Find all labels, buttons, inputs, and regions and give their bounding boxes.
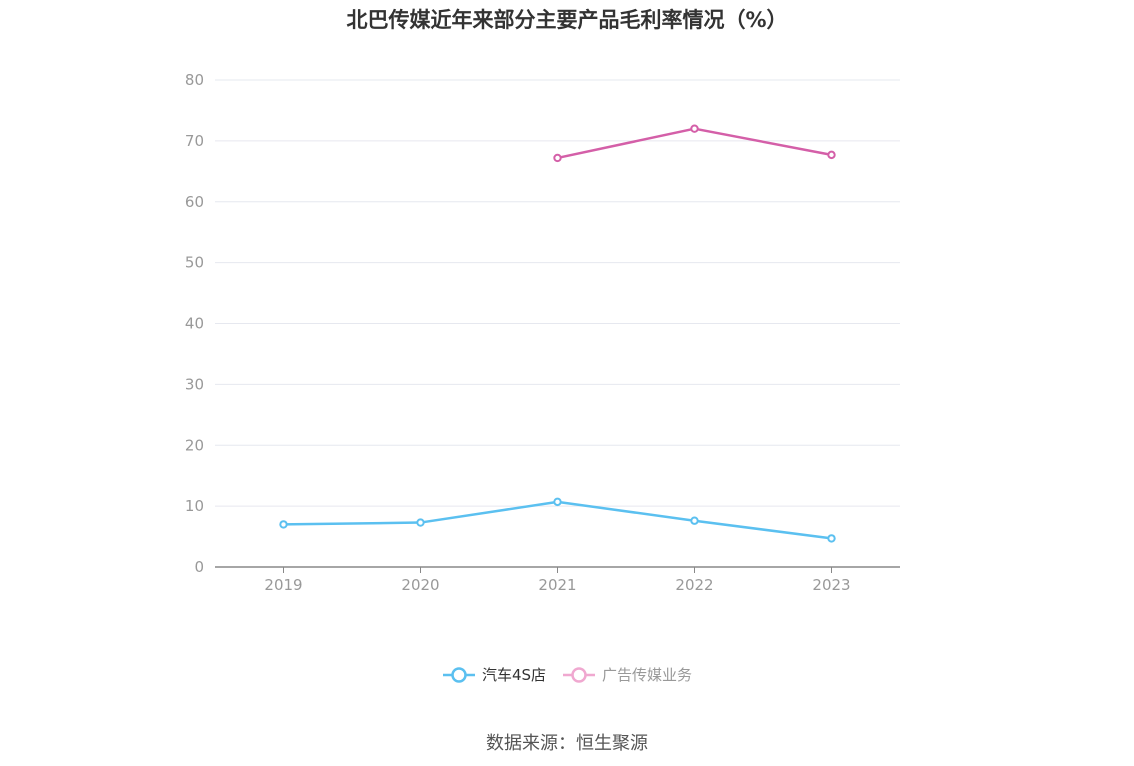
y-tick-label: 70 [185,132,204,150]
y-tick-label: 0 [194,558,204,576]
series-line-1 [283,500,832,540]
y-tick-label: 50 [185,254,204,272]
legend-item-series-1[interactable]: 汽车4S店 [442,664,546,685]
x-tick-label: 2021 [538,576,576,594]
legend-circle-2 [571,666,587,683]
data-point [690,124,699,133]
legend-label-series-1: 汽车4S店 [481,666,547,684]
y-tick-label: 60 [185,193,204,211]
legend-marker-series-2 [563,666,596,683]
x-tick-label: 2023 [812,576,850,594]
y-tick-label: 20 [185,436,204,454]
data-point [416,518,425,527]
data-point [553,153,562,163]
legend-circle-1 [451,666,467,683]
data-point [827,534,836,543]
chart-title: 北巴传媒近年来部分主要产品毛利率情况（%） [346,8,788,32]
x-tick-label: 2019 [264,576,302,594]
line-chart: 0 10 20 30 40 50 60 70 80 2019 2020 2021 2022 2023 [185,71,900,594]
y-tick-label: 30 [185,375,204,393]
x-tick-label: 2022 [675,576,713,594]
data-point [690,516,699,525]
legend-marker-series-1 [442,666,475,683]
data-source: 数据来源：恒生聚源 [486,733,648,754]
series-line-2 [557,127,832,160]
y-tick-label: 10 [185,497,204,515]
data-point [279,520,288,529]
data-point [553,497,562,507]
legend-item-series-2[interactable]: 广告传媒业务 [562,664,692,685]
data-point [827,150,836,160]
y-tick-label: 80 [185,71,204,89]
y-tick-label: 40 [185,315,204,333]
legend-label-series-2: 广告传媒业务 [602,666,693,684]
legend: 汽车4S店 广告传媒业务 [0,664,1134,685]
x-tick-label: 2020 [401,576,439,594]
